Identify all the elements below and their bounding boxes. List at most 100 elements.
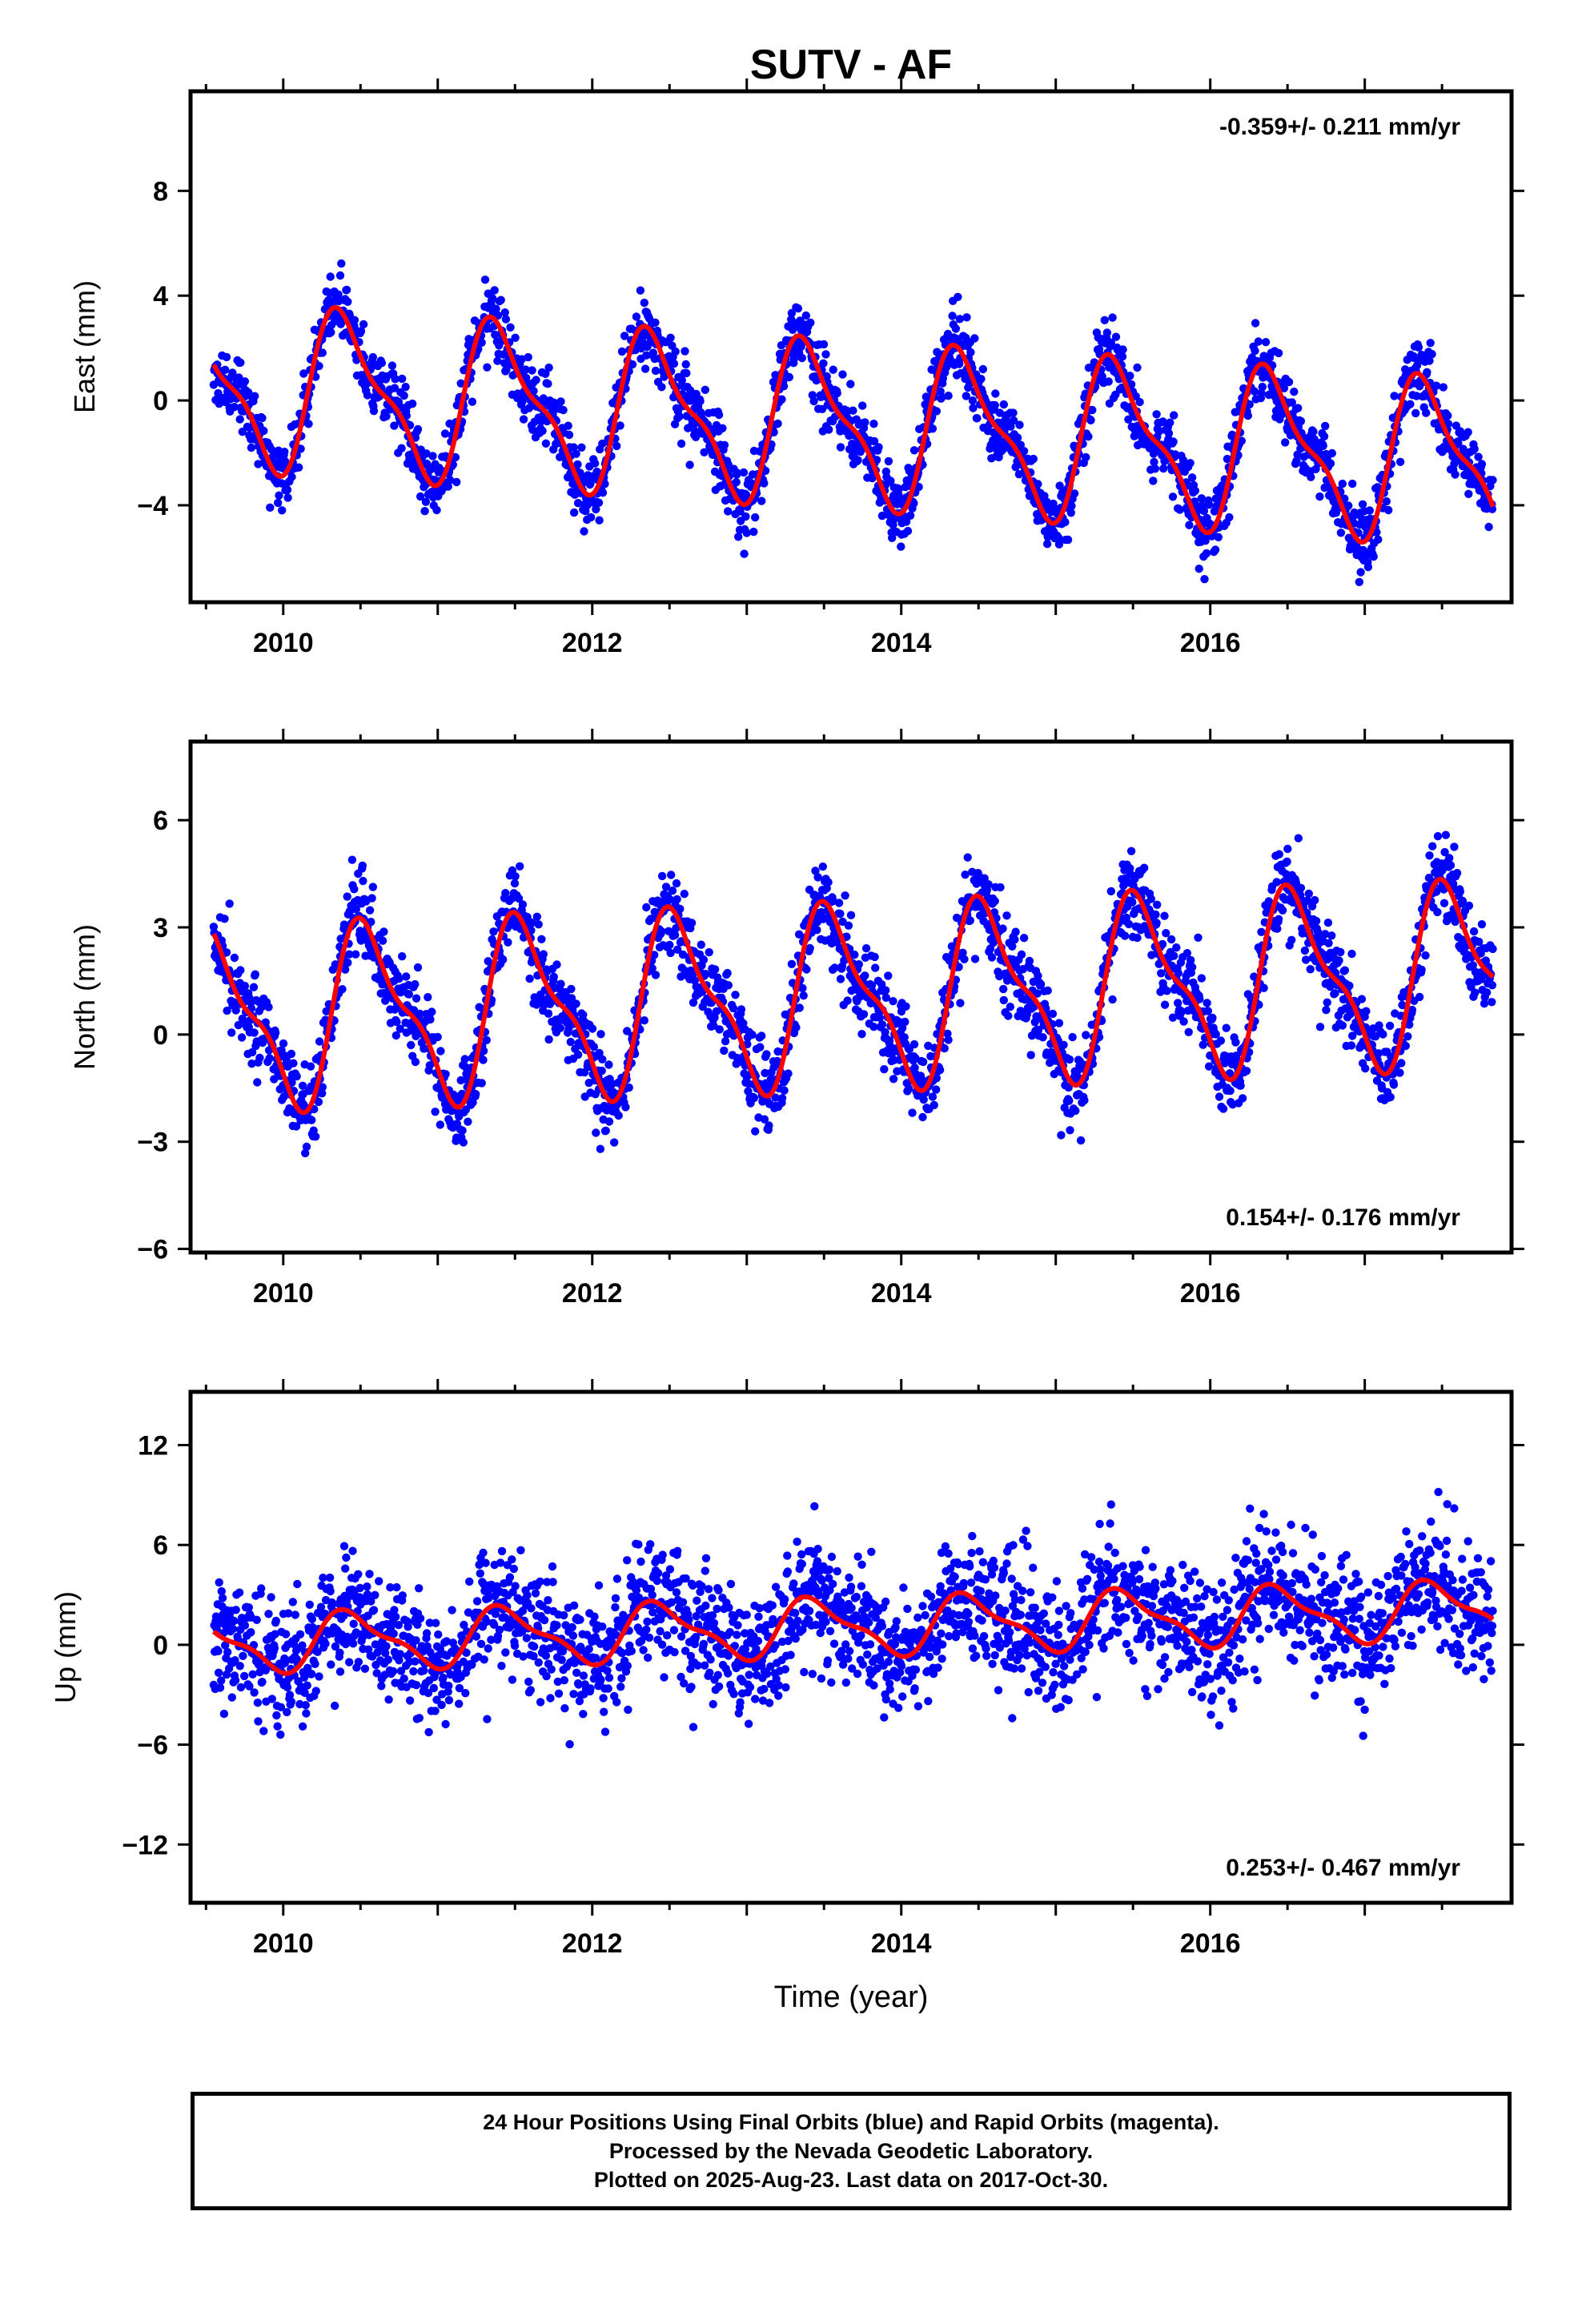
- data-point: [413, 963, 423, 972]
- data-point: [811, 866, 820, 875]
- data-point: [1203, 1007, 1213, 1015]
- data-point: [1011, 927, 1020, 936]
- data-point: [416, 492, 425, 501]
- data-point: [1446, 861, 1456, 870]
- data-point: [314, 1097, 323, 1107]
- data-point: [237, 1033, 247, 1042]
- data-point: [367, 894, 376, 903]
- data-point: [661, 883, 671, 891]
- data-point: [580, 1068, 589, 1077]
- chart-title: SUTV - AF: [750, 42, 952, 88]
- data-point: [573, 460, 582, 469]
- data-point: [501, 315, 511, 324]
- data-point: [687, 919, 697, 927]
- data-point: [1008, 942, 1017, 951]
- data-point: [1054, 540, 1064, 549]
- data-point: [524, 352, 532, 362]
- data-point: [240, 377, 250, 386]
- data-point: [673, 945, 682, 955]
- data-point: [318, 1089, 327, 1098]
- data-point: [1118, 352, 1127, 361]
- data-point: [1106, 338, 1116, 348]
- data-point: [1098, 372, 1106, 381]
- y-tick-label: 0: [153, 1020, 168, 1051]
- data-point: [1223, 454, 1232, 464]
- x-tick-label: 2016: [1180, 628, 1241, 658]
- data-point: [701, 970, 710, 979]
- data-point: [445, 419, 454, 428]
- data-point: [468, 397, 477, 406]
- data-point: [489, 927, 498, 936]
- data-point: [990, 897, 999, 906]
- data-point: [1043, 986, 1052, 995]
- x-tick-label: 2010: [253, 1278, 314, 1309]
- data-point: [1414, 343, 1423, 352]
- data-point: [787, 308, 797, 318]
- data-point: [1202, 549, 1211, 558]
- data-point: [1150, 457, 1158, 467]
- data-point: [741, 512, 750, 521]
- data-point: [532, 912, 541, 922]
- data-point: [1395, 1068, 1404, 1077]
- data-point: [408, 399, 417, 408]
- data-point: [359, 876, 367, 886]
- data-point: [292, 1072, 301, 1081]
- data-point: [825, 425, 833, 434]
- data-point: [963, 853, 972, 862]
- data-point: [451, 452, 460, 462]
- data-point: [705, 947, 713, 957]
- data-point: [315, 1037, 324, 1046]
- rate-annotation: -0.359+/- 0.211 mm/yr: [1219, 114, 1460, 140]
- data-point: [1452, 869, 1462, 878]
- data-point: [966, 348, 975, 357]
- data-point: [724, 507, 733, 516]
- data-point: [809, 396, 818, 406]
- data-point: [411, 1057, 420, 1067]
- data-point: [534, 920, 543, 929]
- data-point: [299, 369, 308, 378]
- data-point: [868, 473, 877, 483]
- data-point: [271, 1028, 280, 1037]
- data-point: [1057, 1131, 1066, 1140]
- data-point: [590, 459, 600, 468]
- data-point: [1456, 887, 1465, 896]
- data-point: [1111, 332, 1121, 341]
- data-point: [291, 1122, 301, 1131]
- data-point: [668, 887, 677, 895]
- data-point: [1273, 924, 1282, 933]
- data-point: [1070, 489, 1079, 498]
- data-point: [274, 498, 283, 508]
- data-point: [483, 363, 492, 372]
- data-point: [255, 1053, 264, 1063]
- data-point: [1451, 470, 1460, 479]
- data-point: [710, 965, 720, 974]
- data-point: [525, 974, 534, 983]
- data-point: [1231, 1038, 1240, 1047]
- data-point: [1158, 939, 1167, 949]
- data-point: [880, 1065, 889, 1074]
- data-point: [511, 333, 520, 342]
- data-point: [277, 1046, 286, 1055]
- data-point: [1326, 459, 1335, 468]
- data-point: [612, 441, 621, 451]
- data-point: [1242, 1067, 1251, 1076]
- data-point: [1009, 416, 1018, 425]
- data-point: [556, 397, 565, 406]
- data-point: [296, 444, 305, 453]
- data-point: [1211, 1030, 1220, 1039]
- data-point: [1019, 447, 1029, 456]
- data-point: [1395, 457, 1405, 466]
- data-point: [1344, 501, 1353, 510]
- data-point: [601, 1126, 610, 1136]
- data-point: [1319, 441, 1327, 450]
- data-point: [247, 1047, 257, 1057]
- data-point: [580, 527, 588, 536]
- data-point: [1068, 1032, 1077, 1042]
- data-point: [844, 921, 853, 931]
- data-point: [1358, 500, 1367, 509]
- data-point: [881, 993, 891, 1003]
- data-point: [1059, 1040, 1068, 1050]
- x-tick-label: 2014: [871, 628, 932, 658]
